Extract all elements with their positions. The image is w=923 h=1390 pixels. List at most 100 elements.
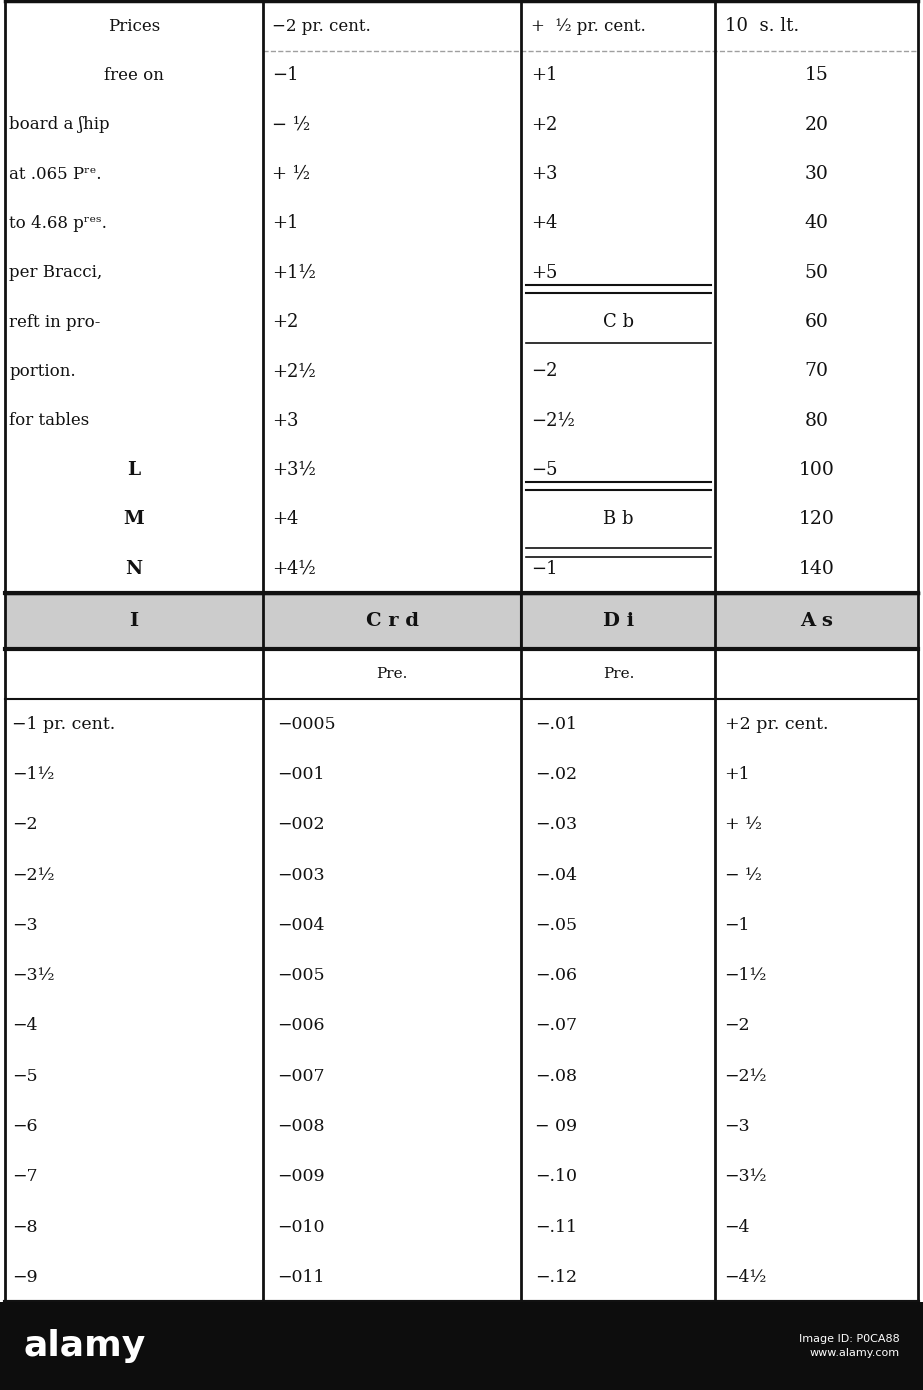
Text: + ½: + ½ [725, 816, 761, 834]
Text: 120: 120 [799, 510, 834, 528]
Text: −002: −002 [277, 816, 325, 834]
Text: free on: free on [104, 67, 163, 83]
Text: −2: −2 [531, 363, 557, 381]
Text: M: M [124, 510, 144, 528]
Text: −2: −2 [725, 1017, 750, 1034]
Text: −.10: −.10 [535, 1168, 578, 1186]
Text: 70: 70 [805, 363, 829, 381]
Text: −008: −008 [277, 1118, 324, 1136]
Text: −2½: −2½ [725, 1068, 767, 1084]
Text: −8: −8 [12, 1219, 38, 1236]
Text: 80: 80 [805, 411, 829, 430]
Text: L: L [127, 461, 140, 480]
Text: N: N [126, 560, 142, 578]
Text: +1: +1 [272, 214, 299, 232]
Text: − ½: − ½ [272, 115, 310, 133]
Text: D i: D i [603, 612, 634, 630]
Text: −2: −2 [12, 816, 38, 834]
Text: +  ½ pr. cent.: + ½ pr. cent. [531, 18, 645, 35]
Text: Pre.: Pre. [377, 667, 408, 681]
Text: +3: +3 [272, 411, 299, 430]
Text: −.04: −.04 [535, 866, 578, 884]
Text: Prices: Prices [108, 18, 160, 35]
Text: 40: 40 [805, 214, 829, 232]
Text: −.08: −.08 [535, 1068, 578, 1084]
Text: −7: −7 [12, 1168, 38, 1186]
Text: −005: −005 [277, 967, 325, 984]
Text: −2 pr. cent.: −2 pr. cent. [272, 18, 371, 35]
Text: +1: +1 [531, 67, 557, 85]
Text: −.01: −.01 [535, 716, 578, 733]
Text: −.05: −.05 [535, 917, 578, 934]
Text: −.07: −.07 [535, 1017, 578, 1034]
Text: +1½: +1½ [272, 264, 317, 282]
Text: −3½: −3½ [12, 967, 54, 984]
Text: −.11: −.11 [535, 1219, 578, 1236]
Text: +2: +2 [531, 115, 557, 133]
Text: +4: +4 [531, 214, 557, 232]
Text: reft in pro-: reft in pro- [9, 314, 101, 331]
Text: alamy: alamy [23, 1329, 145, 1364]
Text: −2½: −2½ [12, 866, 54, 884]
Text: Image ID: P0CA88
www.alamy.com: Image ID: P0CA88 www.alamy.com [799, 1334, 900, 1358]
Text: +2½: +2½ [272, 363, 316, 381]
Text: to 4.68 pʳᵉˢ.: to 4.68 pʳᵉˢ. [9, 215, 107, 232]
Text: −5: −5 [531, 461, 557, 480]
Text: −1: −1 [725, 917, 750, 934]
FancyBboxPatch shape [5, 594, 918, 649]
Text: −4: −4 [12, 1017, 38, 1034]
Text: −4½: −4½ [725, 1269, 767, 1286]
Text: for tables: for tables [9, 413, 90, 430]
Text: −4: −4 [725, 1219, 750, 1236]
Text: −006: −006 [277, 1017, 324, 1034]
Text: 60: 60 [805, 313, 829, 331]
Text: −1½: −1½ [12, 766, 54, 783]
Text: −.06: −.06 [535, 967, 578, 984]
Text: −1½: −1½ [725, 967, 767, 984]
Text: B b: B b [603, 510, 634, 528]
Text: A s: A s [800, 612, 833, 630]
Text: C r d: C r d [366, 612, 419, 630]
Text: −001: −001 [277, 766, 324, 783]
Text: −6: −6 [12, 1118, 38, 1136]
Text: −1: −1 [272, 67, 299, 85]
Text: I: I [129, 612, 138, 630]
Text: −5: −5 [12, 1068, 38, 1084]
Text: per Bracci,: per Bracci, [9, 264, 102, 281]
Text: +1: +1 [725, 766, 750, 783]
Text: +4½: +4½ [272, 560, 316, 578]
Text: −3: −3 [12, 917, 38, 934]
Text: − 09: − 09 [535, 1118, 578, 1136]
Text: at .065 Pʳᵉ.: at .065 Pʳᵉ. [9, 165, 102, 182]
Text: −.02: −.02 [535, 766, 578, 783]
Text: −1 pr. cent.: −1 pr. cent. [12, 716, 115, 733]
Text: −9: −9 [12, 1269, 38, 1286]
Text: −011: −011 [277, 1269, 324, 1286]
Text: +2 pr. cent.: +2 pr. cent. [725, 716, 828, 733]
Polygon shape [5, 1, 918, 1302]
Text: +2: +2 [272, 313, 299, 331]
Text: 50: 50 [805, 264, 829, 282]
Text: −009: −009 [277, 1168, 325, 1186]
Text: board a ʃhip: board a ʃhip [9, 117, 110, 133]
Text: portion.: portion. [9, 363, 76, 379]
Text: +3½: +3½ [272, 461, 317, 480]
Text: −3½: −3½ [725, 1168, 767, 1186]
Text: 100: 100 [799, 461, 834, 480]
Text: 10  s. lt.: 10 s. lt. [725, 17, 798, 35]
Text: +4: +4 [272, 510, 299, 528]
Text: −0005: −0005 [277, 716, 336, 733]
Text: +5: +5 [531, 264, 557, 282]
Text: −004: −004 [277, 917, 324, 934]
Text: C b: C b [603, 313, 634, 331]
Text: − ½: − ½ [725, 866, 761, 884]
Text: −.12: −.12 [535, 1269, 578, 1286]
Text: −.03: −.03 [535, 816, 578, 834]
Text: 20: 20 [805, 115, 829, 133]
Text: + ½: + ½ [272, 165, 310, 183]
Text: −007: −007 [277, 1068, 325, 1084]
Text: −2½: −2½ [531, 411, 575, 430]
Text: 140: 140 [799, 560, 834, 578]
FancyBboxPatch shape [0, 1302, 923, 1390]
Text: −003: −003 [277, 866, 325, 884]
